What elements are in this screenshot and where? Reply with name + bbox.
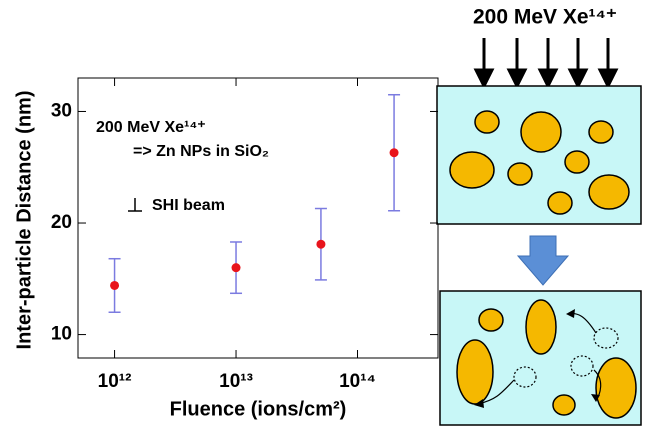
beam-arrows xyxy=(473,38,619,90)
x-tick-label: 10¹² xyxy=(98,371,132,392)
perp-symbol xyxy=(128,198,142,212)
point xyxy=(110,280,120,290)
y-tick-label: 30 xyxy=(51,100,72,121)
point xyxy=(231,263,241,273)
x-axis-label: Fluence (ions/cm²) xyxy=(170,398,347,420)
y-tick-label: 10 xyxy=(51,324,72,345)
point xyxy=(316,239,326,249)
after-box xyxy=(439,290,642,426)
x-tick-label: 10¹⁴ xyxy=(339,371,376,392)
before-box xyxy=(436,85,642,225)
y-tick-label: 20 xyxy=(51,212,72,233)
point xyxy=(389,148,399,158)
beam-label: 200 MeV Xe¹⁴⁺ xyxy=(473,6,617,29)
transition-arrow xyxy=(516,235,570,286)
x-tick-label: 10¹³ xyxy=(219,371,253,392)
annotation: 200 MeV Xe¹⁴⁺ xyxy=(96,119,206,136)
annotation: SHI beam xyxy=(152,197,225,214)
y-axis-label: Inter-particle Distance (nm) xyxy=(13,91,35,350)
annotation: => Zn NPs in SiO₂ xyxy=(133,143,269,160)
